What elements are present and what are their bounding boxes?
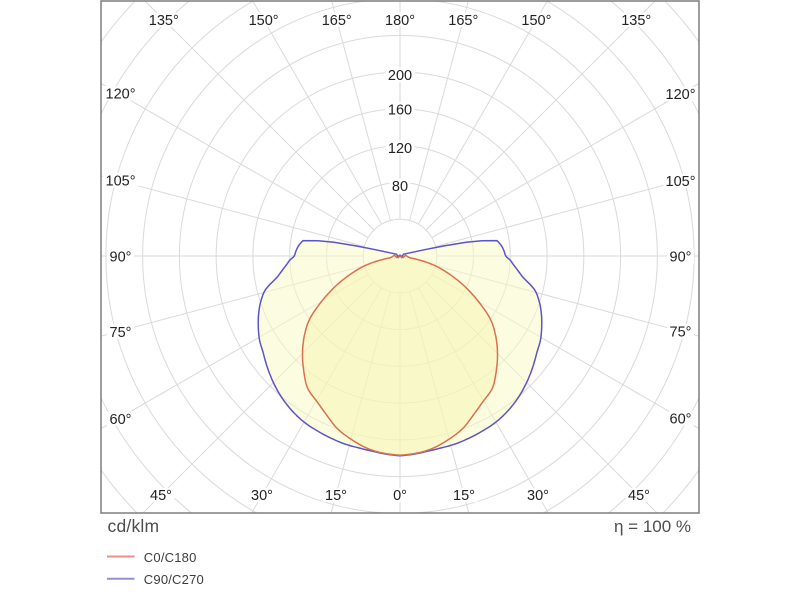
svg-text:150°: 150° xyxy=(521,13,551,29)
svg-text:75°: 75° xyxy=(670,325,692,341)
svg-text:C0/C180: C0/C180 xyxy=(144,550,197,565)
svg-text:150°: 150° xyxy=(249,13,279,29)
svg-text:135°: 135° xyxy=(621,13,651,29)
svg-text:15°: 15° xyxy=(453,488,475,504)
svg-text:200: 200 xyxy=(388,68,412,84)
svg-text:60°: 60° xyxy=(110,412,132,428)
svg-text:165°: 165° xyxy=(448,13,478,29)
svg-text:0°: 0° xyxy=(393,488,407,504)
svg-text:30°: 30° xyxy=(527,488,549,504)
svg-text:cd/klm: cd/klm xyxy=(108,516,160,536)
svg-text:90°: 90° xyxy=(670,250,692,266)
svg-text:135°: 135° xyxy=(149,13,179,29)
svg-text:60°: 60° xyxy=(670,412,692,428)
svg-text:C90/C270: C90/C270 xyxy=(144,572,204,587)
svg-text:165°: 165° xyxy=(322,13,352,29)
svg-text:30°: 30° xyxy=(251,488,273,504)
svg-text:105°: 105° xyxy=(666,174,696,190)
svg-text:120: 120 xyxy=(388,141,412,157)
svg-text:105°: 105° xyxy=(106,174,136,190)
svg-text:η = 100 %: η = 100 % xyxy=(614,517,691,536)
svg-text:45°: 45° xyxy=(628,488,650,504)
svg-text:15°: 15° xyxy=(325,488,347,504)
svg-text:160: 160 xyxy=(388,102,412,118)
svg-text:120°: 120° xyxy=(106,86,136,102)
svg-text:45°: 45° xyxy=(150,488,172,504)
svg-text:120°: 120° xyxy=(666,87,696,103)
svg-text:90°: 90° xyxy=(110,250,132,266)
svg-text:75°: 75° xyxy=(110,325,132,341)
svg-text:180°: 180° xyxy=(385,13,415,29)
svg-text:80: 80 xyxy=(392,179,408,195)
